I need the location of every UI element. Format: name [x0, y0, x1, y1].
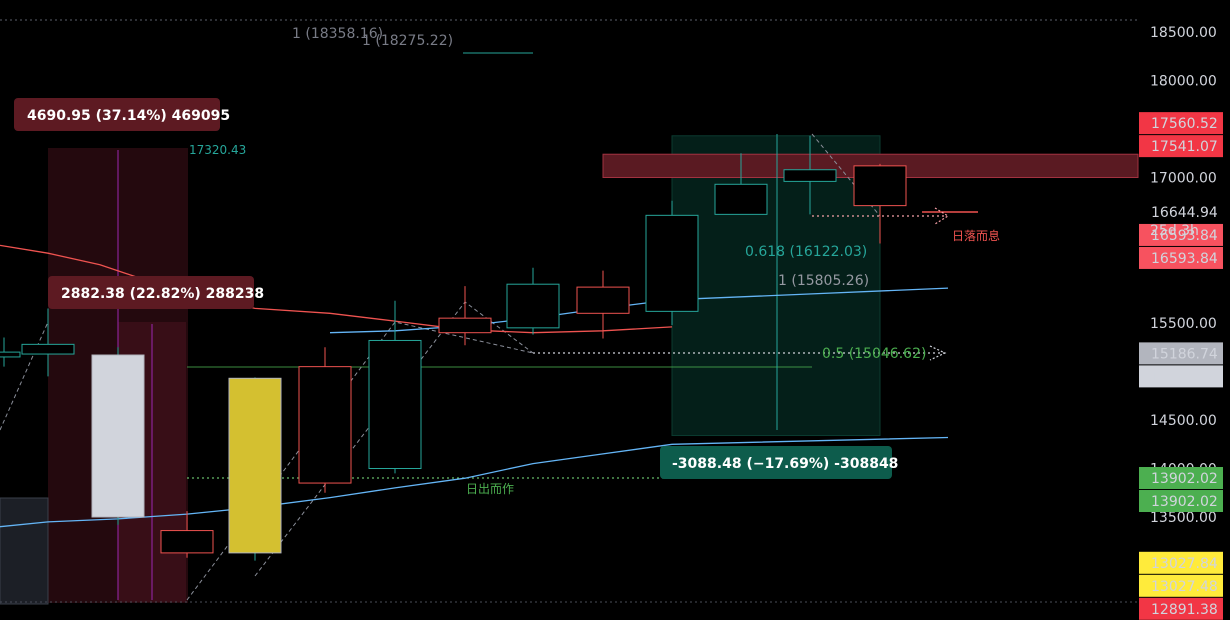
price-tag-value: 17560.52 [1151, 116, 1218, 132]
candle-12[interactable] [714, 153, 768, 215]
countdown-label: 25d 3h [1150, 223, 1199, 239]
candle-9[interactable] [506, 267, 560, 335]
price-tag-value: 13902.02 [1151, 471, 1218, 487]
candle-4[interactable] [160, 511, 214, 558]
price-tag-bg [1139, 467, 1223, 490]
candle-body [645, 214, 699, 312]
price-tag-bg [1139, 200, 1223, 223]
measure-label-up-2-text: 2882.38 (22.82%) 288238 [61, 286, 264, 302]
candle-1[interactable] [0, 337, 21, 367]
gray-box-left [0, 497, 49, 605]
price-tag-9: 13902.02 [1139, 490, 1223, 513]
fib-05-label: 0.5 (15046.62) [822, 346, 926, 362]
moving-average-3 [329, 287, 949, 334]
price-axis-tick: 17000.00 [1150, 171, 1217, 187]
price-tag-value: 15186.74 [1151, 346, 1218, 362]
candle-body [0, 351, 21, 358]
candle-7[interactable] [368, 300, 422, 474]
price-tag-value: 16593.84 [1151, 251, 1218, 267]
price-axis-tick: 13500.00 [1150, 510, 1217, 526]
price-axis-tick: 18000.00 [1150, 74, 1217, 90]
candlestick-layer [0, 135, 907, 561]
price-tag-value: 13027.48 [1151, 579, 1218, 595]
candle-body [160, 530, 214, 554]
moving-average-2 [0, 436, 949, 528]
candle-body [298, 366, 352, 484]
candle-3[interactable] [91, 347, 145, 525]
price-tag-bg [1139, 574, 1223, 597]
price-axis[interactable]: 18500.00 18000.00 17000.00 15500.00 14500.00… [1150, 25, 1217, 526]
arrow-right-icon [929, 345, 947, 361]
price-tag-2: 17541.07 [1139, 135, 1223, 158]
price-tag-1: 17560.52 [1139, 112, 1223, 135]
price-tag-bg [1139, 365, 1223, 388]
fib-0618-label: 0.618 (16122.03) [745, 244, 867, 260]
price-axis-tick: 14500.00 [1150, 413, 1217, 429]
price-tag-4: 16593.84 [1139, 223, 1223, 246]
price-tag-11: 13027.48 [1139, 574, 1223, 597]
price-tag-12: 12891.38 [1139, 597, 1223, 620]
candle-body [506, 283, 560, 329]
measure-zone-green [671, 135, 881, 437]
measure-label-down[interactable]: -3088.48 (−17.69%) -308848 [660, 446, 898, 479]
moving-average-1 [0, 244, 673, 334]
price-tag-value: 13902.02 [1151, 494, 1218, 510]
measure-label-up-1[interactable]: 4690.95 (37.14%) 469095 [14, 98, 230, 131]
candle-13[interactable] [783, 135, 837, 215]
price-tag-value: 15186.74 [1151, 369, 1218, 385]
price-tag-bg [1139, 246, 1223, 269]
measure-top-value: 17320.43 [189, 143, 246, 157]
arrow-right-icon-2 [934, 207, 950, 225]
candle-2[interactable] [21, 308, 75, 377]
sunset-label: 日落而息 [952, 228, 1000, 243]
candle-11[interactable] [645, 200, 699, 325]
candle-body [438, 317, 492, 334]
measure-label-up-1-text: 4690.95 (37.14%) 469095 [27, 108, 230, 124]
price-tag-bg [1139, 112, 1223, 135]
price-tag-layer: 17560.52 17541.07 16644.94 16593.84 16593.84… [1139, 112, 1223, 620]
price-tag-3: 16644.94 [1139, 200, 1223, 223]
dashed-zigzag-3 [811, 133, 881, 217]
price-tag-7: 15186.74 [1139, 365, 1223, 388]
candle-body [853, 165, 907, 207]
price-tag-value: 16593.84 [1151, 228, 1218, 244]
measure-label-down-text: -3088.48 (−17.69%) -308848 [672, 456, 898, 472]
candle-body [576, 286, 630, 314]
candle-body [228, 377, 282, 554]
sunrise-label: 日出而作 [466, 482, 514, 496]
fib-top-label-b: 1 (18275.22) [362, 33, 453, 49]
candle-body [714, 183, 768, 215]
price-tag-value: 16644.94 [1151, 205, 1218, 221]
dashed-zigzag-4 [0, 321, 49, 431]
candle-body [91, 354, 145, 518]
price-axis-tick: 15500.00 [1150, 316, 1217, 332]
price-tag-bg [1139, 342, 1223, 365]
price-tag-bg [1139, 551, 1223, 574]
price-tag-8: 13902.02 [1139, 467, 1223, 490]
fib-1-label: 1 (15805.26) [778, 273, 869, 289]
candle-8[interactable] [438, 286, 492, 346]
candle-5[interactable] [228, 377, 282, 561]
price-tag-value: 12891.38 [1151, 602, 1218, 618]
candle-6[interactable] [298, 347, 352, 493]
fib-top-label-a: 1 (18358.16) [292, 26, 383, 42]
measure-label-up-2[interactable]: 2882.38 (22.82%) 288238 [48, 276, 264, 309]
moving-average-layer [0, 244, 949, 528]
price-tag-value: 13027.84 [1151, 556, 1218, 572]
price-tag-bg [1139, 597, 1223, 620]
price-tag-10: 13027.84 [1139, 551, 1223, 574]
candle-body [368, 339, 422, 469]
price-tag-5: 16593.84 [1139, 246, 1223, 269]
price-tag-bg [1139, 490, 1223, 513]
price-tag-6: 15186.74 [1139, 342, 1223, 365]
candle-body [783, 169, 837, 182]
price-tag-value: 17541.07 [1151, 139, 1218, 155]
price-tag-bg [1139, 135, 1223, 158]
candle-body [21, 343, 75, 355]
candle-14[interactable] [853, 163, 907, 244]
price-tag-bg [1139, 223, 1223, 246]
price-axis-tick: 18500.00 [1150, 25, 1217, 41]
candle-10[interactable] [576, 270, 630, 339]
